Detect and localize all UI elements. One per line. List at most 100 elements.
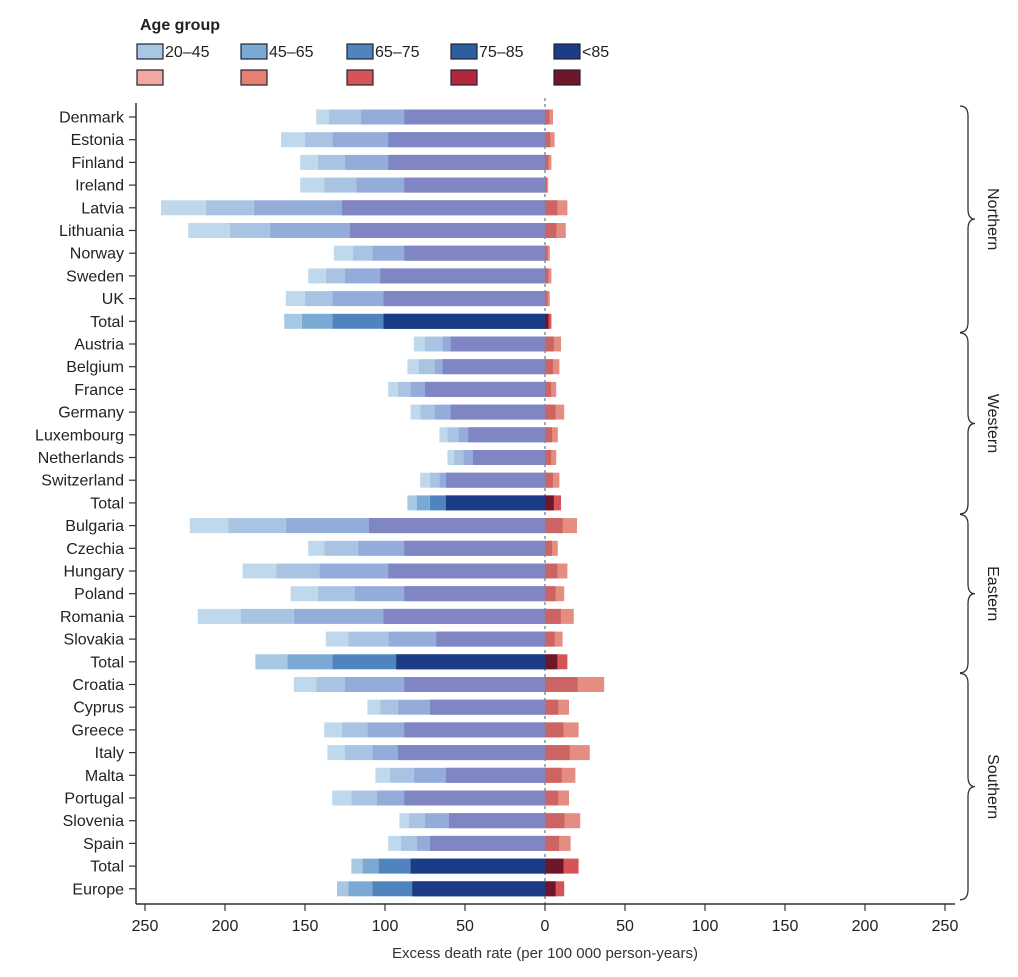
bar-segment-negative: [375, 767, 390, 783]
bar-segment-negative: [345, 677, 405, 692]
bar-segment-positive: [545, 767, 562, 783]
bar-segment-negative: [269, 223, 350, 238]
bar-segment-negative: [410, 381, 425, 397]
row-label: Germany: [58, 405, 124, 422]
bar-segment-negative: [301, 313, 333, 329]
bar-segment-negative: [449, 813, 545, 829]
x-tick-label: 150: [292, 918, 319, 935]
bar-segment-negative: [316, 677, 345, 692]
bar-segment-negative: [349, 223, 545, 238]
bar-segment-negative: [434, 359, 443, 375]
bar-segment-negative: [397, 381, 411, 397]
bar-segment-positive: [545, 654, 558, 670]
row-label: Total: [90, 654, 124, 671]
bar-segment-negative: [229, 223, 270, 238]
legend-swatch-blue: [346, 43, 374, 60]
bar-segment-negative: [293, 677, 317, 692]
region-brace: [959, 105, 976, 333]
bar-segment-negative: [300, 154, 318, 170]
row-label: Hungary: [64, 564, 124, 581]
bar-segment-negative: [412, 881, 545, 897]
bar-segment-negative: [353, 245, 373, 261]
x-tick-label: 200: [852, 918, 879, 935]
row-label: Estonia: [71, 132, 124, 149]
row-label: Greece: [72, 722, 125, 739]
bar-segment-positive: [545, 154, 549, 170]
bar-segment-negative: [285, 518, 369, 534]
bar-segment-negative: [345, 745, 373, 761]
bar-segment-negative: [332, 790, 352, 806]
bar-segment-positive: [545, 790, 559, 806]
bar-segment-negative: [316, 109, 329, 125]
bar-segment-negative: [407, 495, 417, 511]
bar-segment-negative: [305, 291, 333, 307]
row-label: Cyprus: [73, 700, 124, 717]
bar-segment-positive: [545, 313, 549, 329]
bar-segment-negative: [337, 881, 349, 897]
bar-segment-negative: [404, 245, 545, 261]
bar-segment-negative: [369, 518, 545, 534]
bar-segment-negative: [445, 495, 545, 511]
bar-segment-negative: [241, 608, 294, 624]
legend-swatch-blue: [553, 43, 581, 60]
row-label: Latvia: [81, 200, 124, 217]
row-label: Sweden: [66, 268, 124, 285]
bar-segment-negative: [450, 404, 545, 420]
bar-segment-negative: [345, 154, 389, 170]
row-label: Czechia: [66, 541, 124, 558]
bar-segment-positive: [545, 223, 557, 238]
legend-swatch-red: [136, 69, 164, 86]
bar-segment-negative: [388, 381, 398, 397]
bar-segment-negative: [429, 835, 545, 851]
row-label: Portugal: [64, 791, 124, 808]
bar-segment-negative: [388, 132, 545, 148]
bar-segment-negative: [324, 177, 357, 193]
bar-segment-negative: [380, 699, 398, 715]
bar-segment-negative: [434, 404, 451, 420]
legend-swatch-red: [240, 69, 268, 86]
bar-segment-positive: [545, 881, 556, 897]
bar-segment-negative: [399, 813, 409, 829]
bar-segment-negative: [341, 722, 368, 738]
row-label: Total: [90, 495, 124, 512]
bar-segment-positive: [545, 518, 563, 534]
bar-segment-negative: [404, 109, 545, 125]
bar-segment-negative: [383, 291, 545, 307]
bar-segment-negative: [410, 404, 421, 420]
bar-segment-positive: [545, 132, 551, 148]
x-axis-label: Excess death rate (per 100 000 person-ye…: [392, 945, 698, 962]
bar-segment-negative: [436, 631, 545, 647]
bar-segment-positive: [545, 291, 548, 307]
bar-segment-negative: [189, 518, 229, 534]
bar-segment-negative: [397, 745, 545, 761]
bar-segment-negative: [429, 472, 440, 488]
row-label: Slovenia: [63, 813, 124, 830]
bar-segment-negative: [429, 699, 545, 715]
bar-segment-positive: [545, 268, 549, 284]
legend-title: Age group: [140, 17, 220, 34]
row-label: UK: [102, 291, 125, 308]
bar-segment-positive: [545, 404, 556, 420]
row-label: Belgium: [66, 359, 124, 376]
legend-label: <85: [582, 44, 609, 61]
bar-segment-positive: [545, 177, 547, 193]
bar-segment-negative: [410, 858, 545, 874]
bar-segment-positive: [545, 858, 564, 874]
bar-segment-positive: [545, 200, 558, 216]
bar-segment-negative: [442, 359, 545, 375]
bar-segment-negative: [439, 427, 448, 443]
bar-segment-negative: [276, 563, 320, 579]
bar-segment-negative: [377, 790, 405, 806]
bar-segment-negative: [255, 654, 288, 670]
bar-segment-positive: [545, 813, 565, 829]
x-tick-label: 100: [692, 918, 719, 935]
region-brace: [959, 332, 976, 515]
bar-segment-negative: [372, 745, 398, 761]
bar-segment-positive: [545, 745, 570, 761]
bar-segment-negative: [327, 745, 345, 761]
bar-segment-negative: [404, 677, 545, 692]
row-label: Switzerland: [41, 473, 124, 490]
bar-segment-negative: [458, 427, 469, 443]
bar-segment-negative: [404, 540, 545, 556]
